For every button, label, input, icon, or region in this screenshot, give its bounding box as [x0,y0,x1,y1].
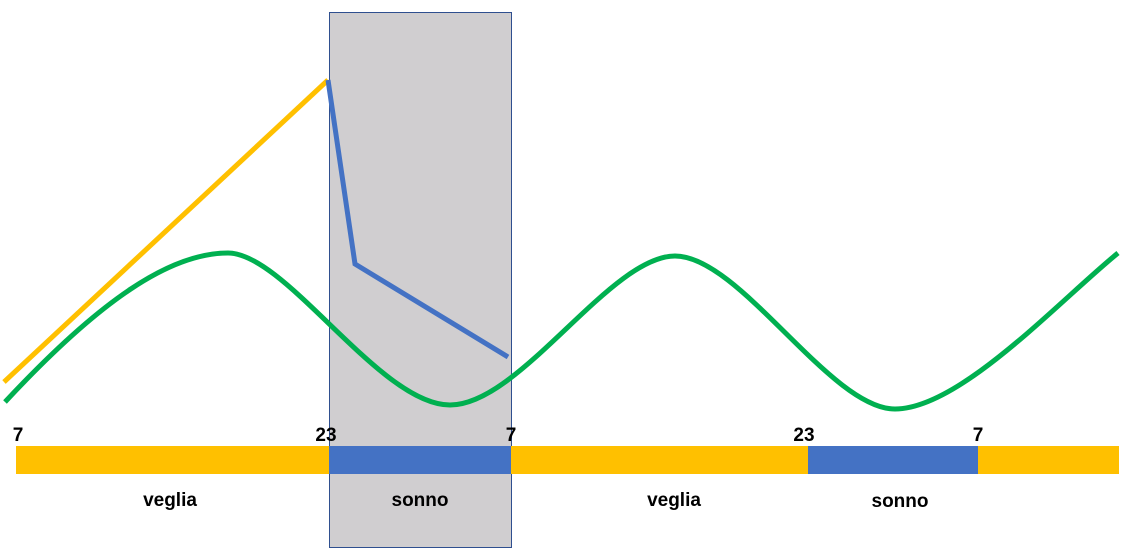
segment-label: veglia [143,490,197,511]
sleep-pressure-sleep [325,79,510,360]
sleep-bar [808,446,978,474]
hour-label: 7 [13,425,24,446]
hour-label: 23 [315,425,336,446]
segment-label: veglia [647,490,701,511]
sleep-bar [329,446,511,474]
wake-bar [978,446,1119,474]
sleep-pressure-wake [2,78,330,384]
hour-label: 7 [506,425,517,446]
hour-label: 7 [973,425,984,446]
segment-label: sonno [872,491,929,512]
segment-label: sonno [392,490,449,511]
circadian-curve [3,250,1120,412]
wake-bar [16,446,329,474]
hour-label: 23 [793,425,814,446]
wake-bar [511,446,808,474]
